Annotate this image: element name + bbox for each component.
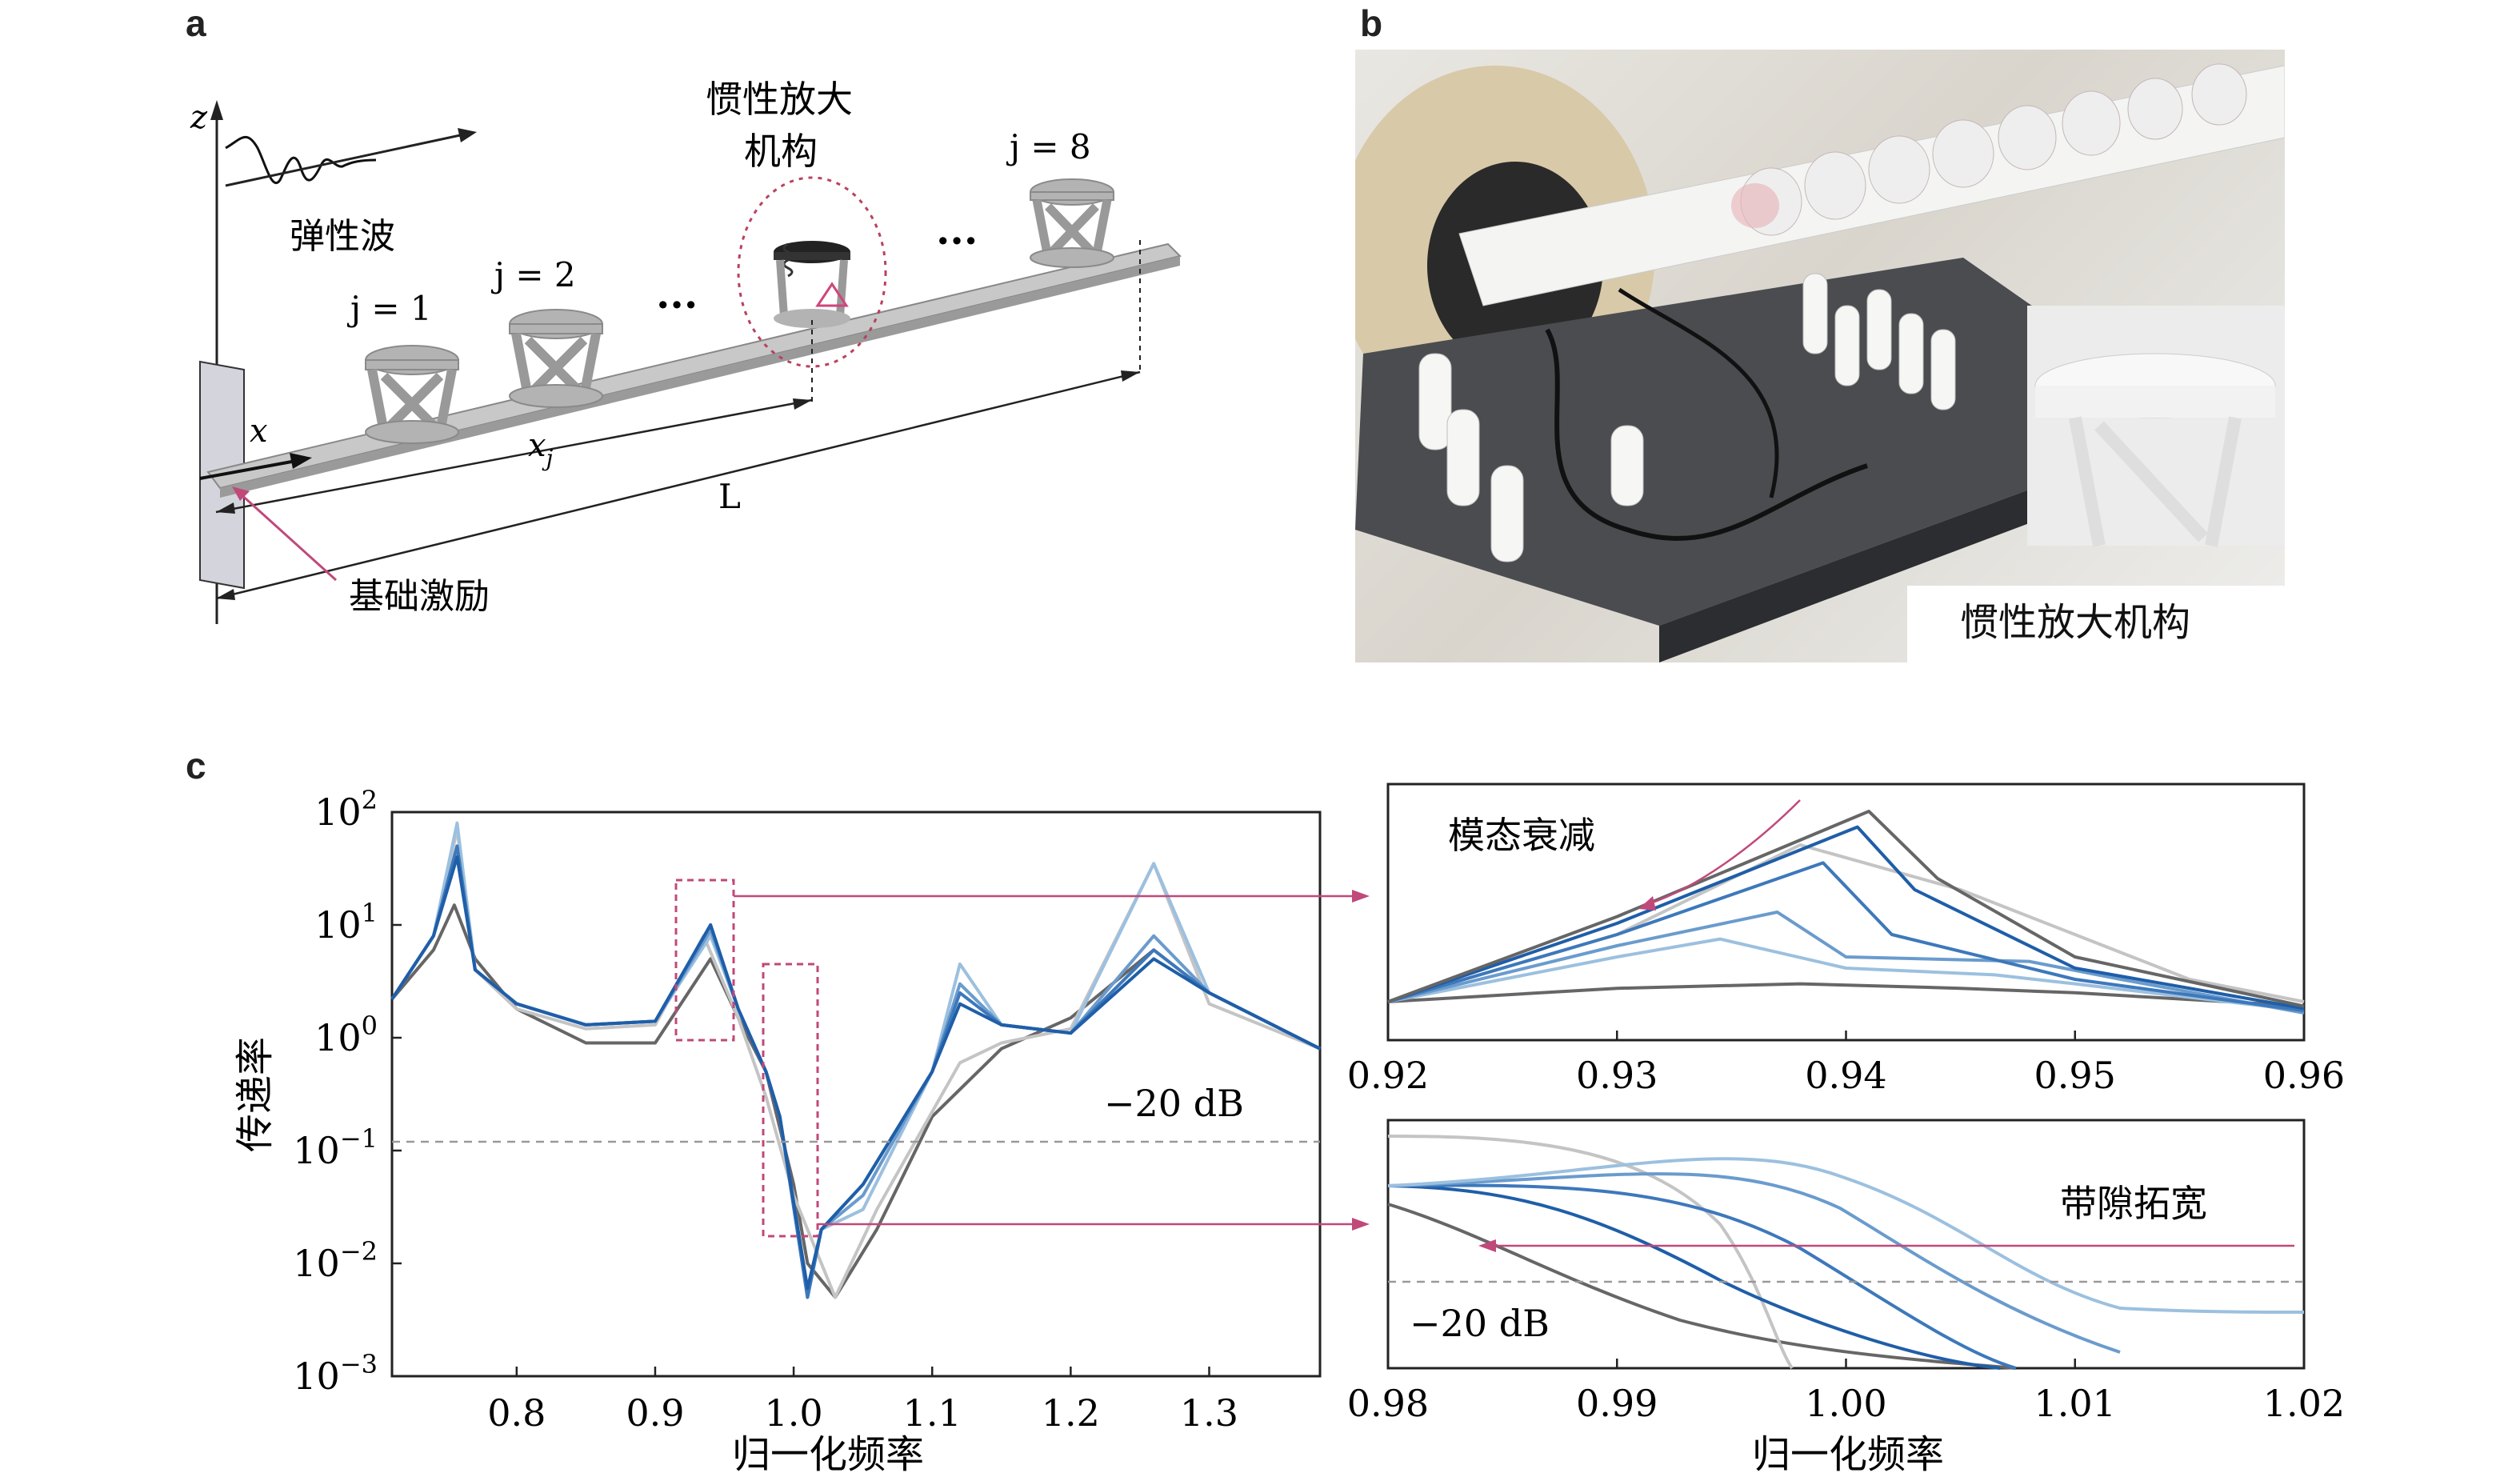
- x-axis-label: x: [250, 413, 268, 450]
- top-inset-series-line-5: [1387, 861, 2305, 1013]
- main-ytick-label: 102: [314, 785, 378, 834]
- top-xtick-label: 0.95: [2034, 1054, 2116, 1097]
- panel-b-letter: b: [1360, 2, 1383, 44]
- bottom-inset-series: [1387, 1135, 2305, 1370]
- cell-label-8: j = 8: [1006, 127, 1091, 166]
- main-series-line-6: [390, 855, 1321, 1291]
- ellipsis-1: ···: [656, 281, 698, 328]
- inset-label: 惯性放大机构: [1960, 600, 2191, 645]
- main-xtick-label: 1.2: [1042, 1391, 1100, 1435]
- panel-a-letter: a: [186, 2, 206, 44]
- top-xtick-label: 0.93: [1576, 1054, 1658, 1097]
- bottom-xtick-label: 0.98: [1347, 1382, 1429, 1425]
- bottom-xtick-label: 1.02: [2263, 1382, 2345, 1425]
- main-xtick-label: 0.8: [487, 1391, 546, 1435]
- bottom-inset-series-line-4: [1387, 1183, 2017, 1370]
- cell-label-2: j = 2: [490, 255, 576, 294]
- main-xtick-label: 0.9: [626, 1391, 684, 1435]
- main-ytick-label: 100: [314, 1011, 378, 1059]
- excitation-label: 基础激励: [349, 576, 490, 617]
- bottom-inset-threshold-label: −20 dB: [1410, 1302, 1550, 1345]
- bottom-xtick-label: 0.99: [1576, 1382, 1658, 1425]
- mechanism-label-line1: 惯性放大: [706, 78, 853, 121]
- z-axis-label: z: [190, 99, 208, 136]
- top-inset-label: 模态衰减: [1448, 814, 1595, 857]
- main-ytick-label: 10−3: [293, 1349, 378, 1398]
- main-series-line-4: [390, 844, 1321, 1299]
- top-inset-ticks: 0.92 0.93 0.94 0.95 0.96: [1347, 1031, 2345, 1097]
- main-series-line-3: [390, 821, 1321, 1299]
- top-xtick-label: 0.92: [1347, 1054, 1429, 1097]
- highlight-box-2: [762, 963, 819, 1238]
- unit-cell-1: [365, 345, 459, 444]
- top-inset-series-line-7: [1387, 810, 2305, 1008]
- top-inset-series-line-4: [1387, 911, 2305, 1015]
- bottom-xtick-label: 1.00: [1805, 1382, 1886, 1425]
- bottom-xtick-label: 1.01: [2034, 1382, 2116, 1425]
- main-ytick-label: 10−2: [293, 1236, 378, 1285]
- main-xtick-label: 1.1: [903, 1391, 962, 1435]
- bottom-inset-series-line-3: [1387, 1184, 2001, 1370]
- main-series-line-5: [390, 844, 1321, 1299]
- main-series-line-2: [390, 827, 1321, 1299]
- unit-cell-2: [509, 309, 603, 408]
- main-series: [390, 821, 1321, 1299]
- mechanism-model: [774, 241, 850, 328]
- mechanism-label-line2: 机构: [744, 130, 818, 173]
- top-inset-series-line-6: [1387, 825, 2305, 1011]
- ellipsis-2: ···: [936, 217, 978, 264]
- main-xtick-label: 1.0: [765, 1391, 823, 1435]
- bottom-inset-label: 带隙拓宽: [2060, 1182, 2207, 1225]
- main-xlabel: 归一化频率: [732, 1432, 924, 1477]
- bottom-inset-xlabel: 归一化频率: [1752, 1432, 1944, 1477]
- bottom-inset-series-line-2: [1387, 1135, 1794, 1370]
- main-threshold-label: −20 dB: [1104, 1082, 1244, 1125]
- unit-cell-8: [1030, 178, 1114, 268]
- panel-c-letter: c: [186, 745, 206, 787]
- main-ticks: 0.8 0.9 1.0 1.1 1.2 1.3 102 101 100 10−1 10−2 10−3: [293, 785, 1238, 1435]
- elastic-wave: [225, 135, 377, 184]
- panel-a-beam-diagram: z 弹性波 x j = 1 j = 2 ··· 惯性放大 机构 ···: [190, 78, 1182, 624]
- main-ytick-label: 101: [314, 898, 378, 947]
- experiment-photo-drawing: [1355, 63, 2285, 662]
- bottom-inset-series-line-5: [1387, 1172, 2121, 1354]
- top-inset-arrow: [1647, 799, 1801, 906]
- wave-label: 弹性波: [290, 216, 395, 257]
- cell-label-1: j = 1: [346, 289, 432, 328]
- top-inset-series-line-3: [1387, 937, 2305, 1013]
- mechanism-highlight-circle: [737, 176, 887, 368]
- top-inset-series-line-1: [1387, 982, 2305, 1008]
- top-xtick-label: 0.96: [2263, 1054, 2345, 1097]
- top-xtick-label: 0.94: [1805, 1054, 1886, 1097]
- top-inset-series: [1387, 810, 2305, 1015]
- highlight-box-1: [674, 879, 735, 1042]
- bottom-inset-ticks: 0.98 0.99 1.00 1.01 1.02: [1347, 1359, 2345, 1425]
- main-ylabel: 传递率: [233, 1037, 278, 1152]
- length-label: L: [718, 477, 741, 516]
- main-ytick-label: 10−1: [293, 1123, 378, 1172]
- bottom-inset-series-line-1: [1387, 1203, 2017, 1370]
- bottom-inset-series-line-6: [1387, 1157, 2305, 1314]
- main-series-line-1: [390, 903, 1321, 1299]
- main-xtick-label: 1.3: [1180, 1391, 1238, 1435]
- main-plot-frame: [390, 811, 1322, 1378]
- experiment-photo: 惯性放大机构: [1355, 50, 2285, 662]
